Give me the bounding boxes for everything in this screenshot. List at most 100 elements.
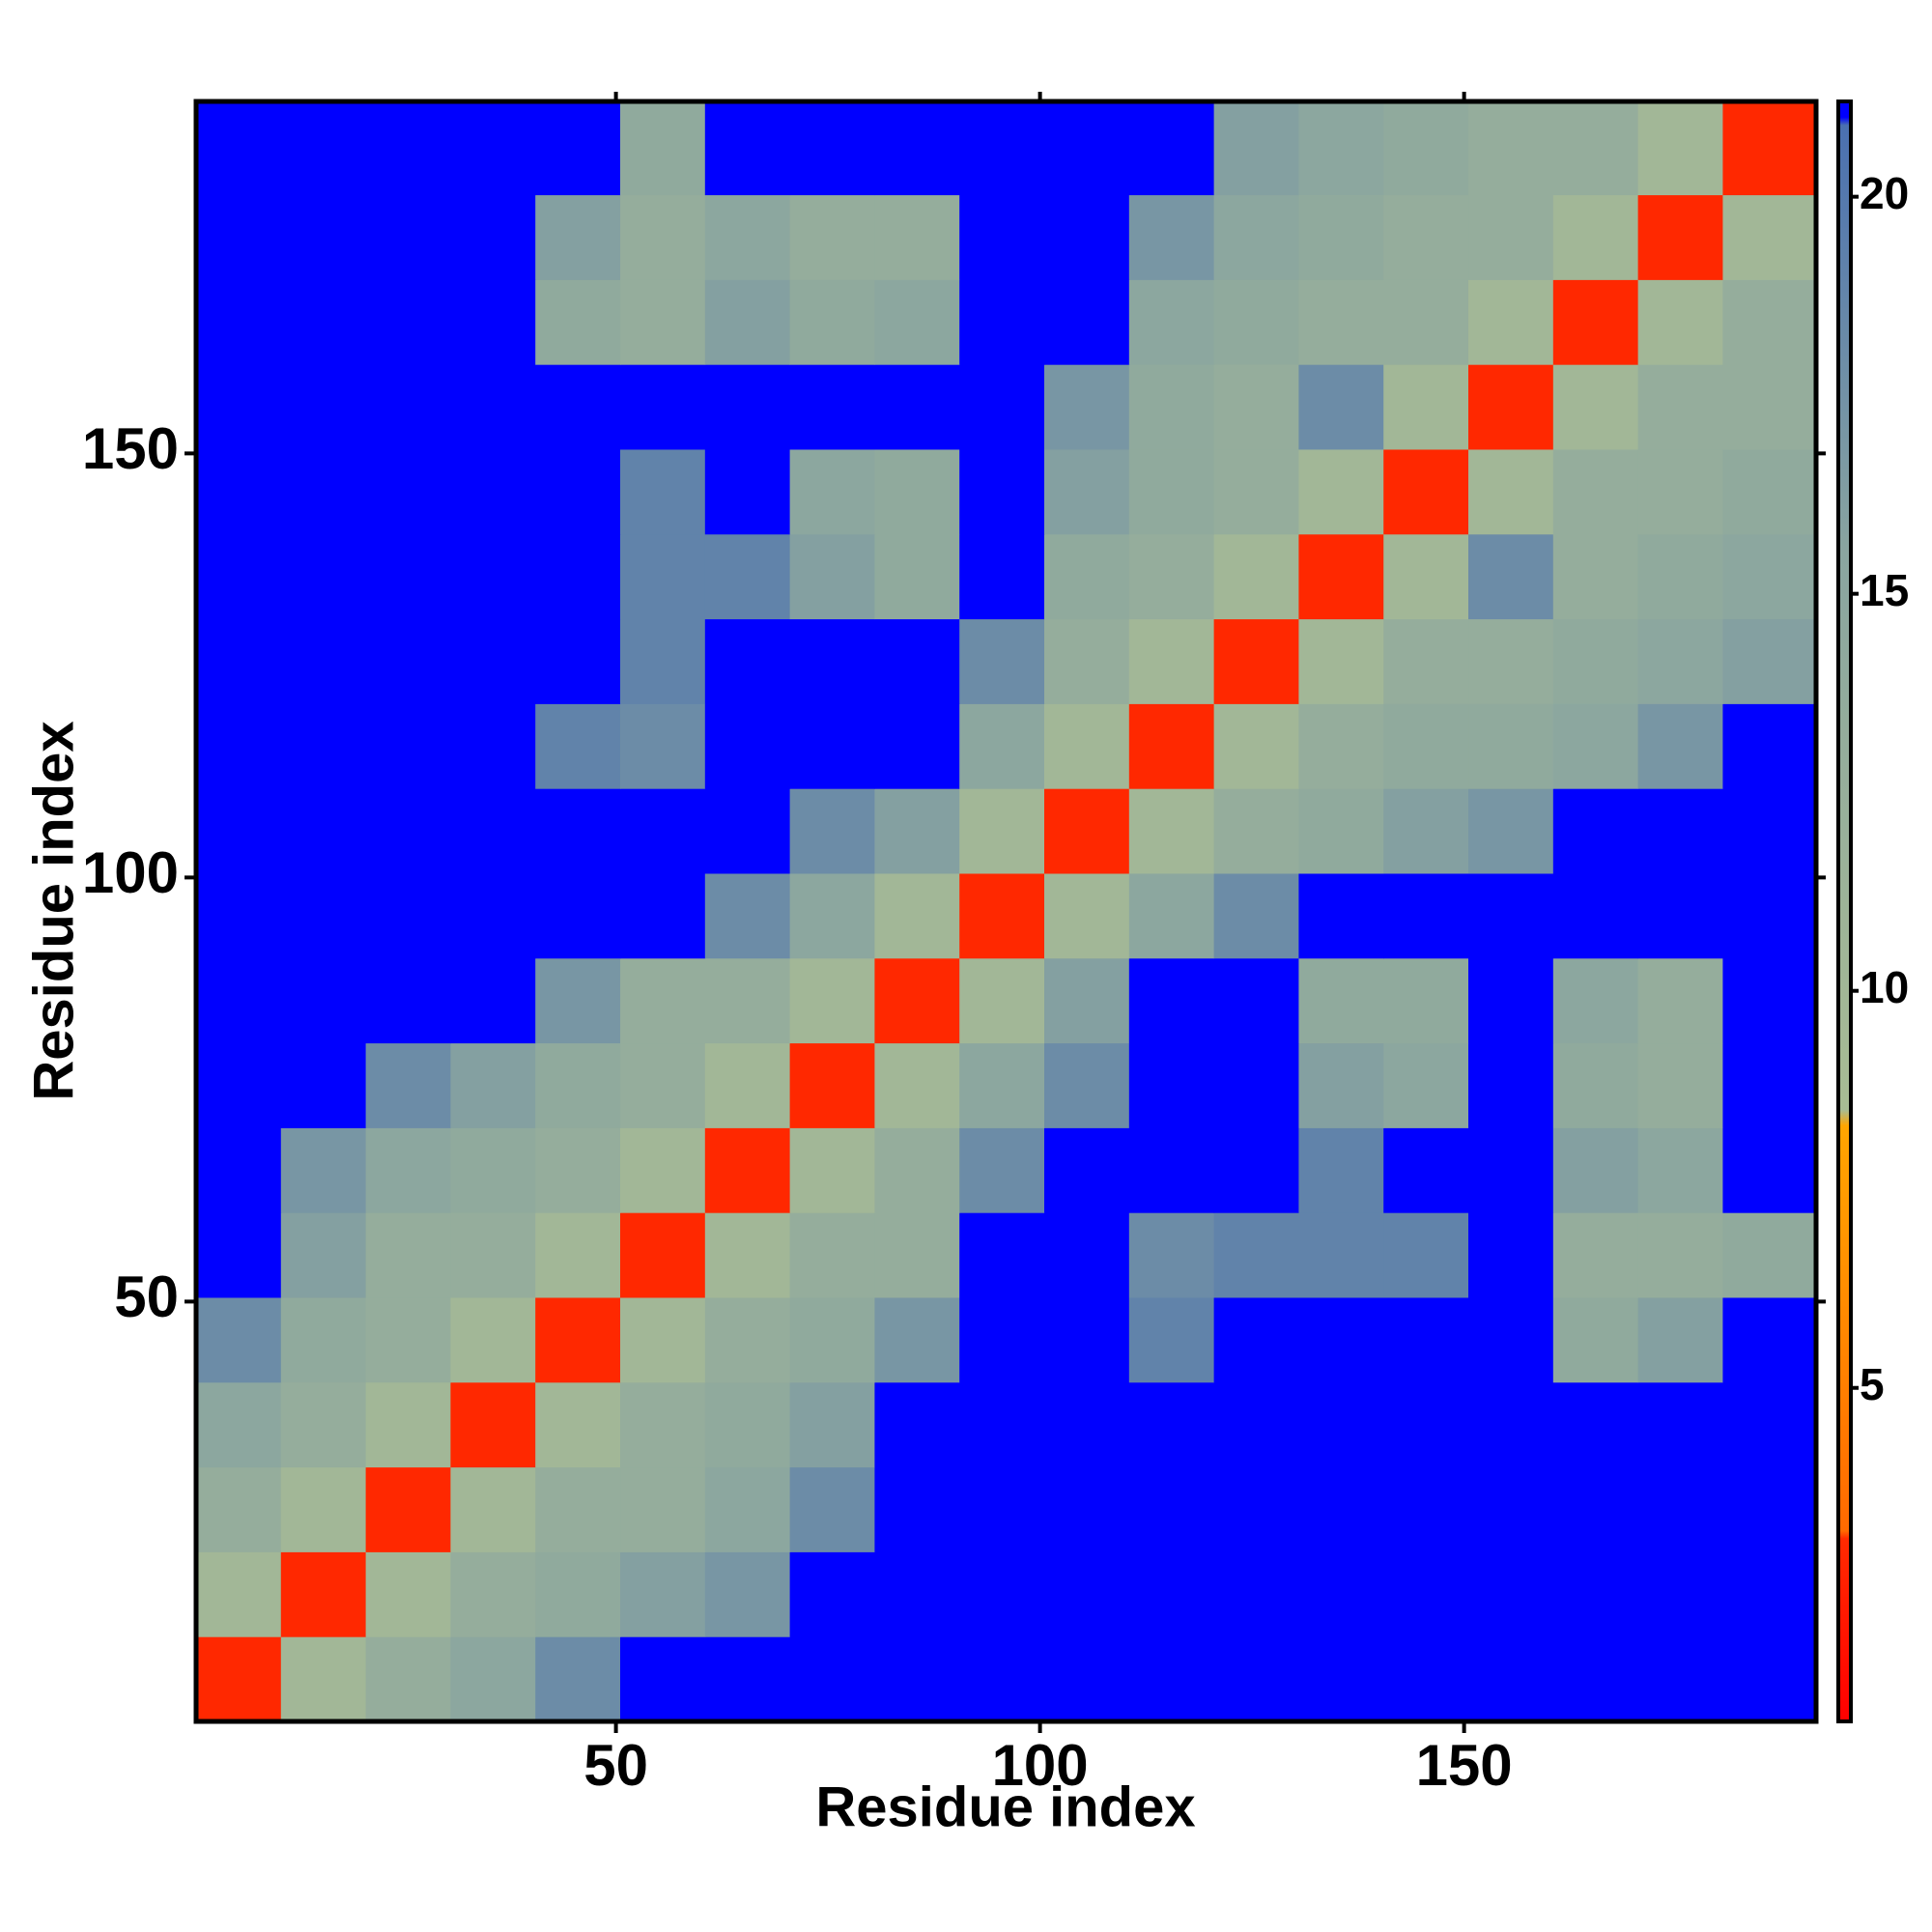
heat-cell (1213, 1551, 1299, 1637)
heat-cell (704, 1551, 791, 1637)
heat-cell (1637, 101, 1723, 196)
heat-cell (450, 101, 536, 196)
heat-cell (196, 1466, 282, 1552)
heat-cell (1383, 1551, 1469, 1637)
heat-cell (874, 872, 960, 959)
heat-cell (789, 1212, 875, 1298)
heat-cell (1128, 1212, 1215, 1298)
heat-cell (535, 448, 621, 535)
heat-cell (1044, 1296, 1130, 1383)
heat-cell (1213, 1381, 1299, 1468)
heat-cell (1637, 1636, 1723, 1722)
heat-cell (1637, 1296, 1723, 1383)
heat-cell (959, 1466, 1045, 1552)
heat-cell (280, 194, 367, 280)
heat-cell (789, 101, 875, 196)
heat-cell (874, 1042, 960, 1128)
heat-cell (620, 448, 706, 535)
heat-cell (280, 618, 367, 704)
heat-cell (959, 1212, 1045, 1298)
heat-cell (704, 448, 791, 535)
heat-cell (535, 1042, 621, 1128)
heat-cell (1298, 533, 1384, 620)
heat-cell (874, 788, 960, 874)
heat-cell (789, 703, 875, 789)
heat-cell (535, 1551, 621, 1637)
heat-cell (365, 1127, 451, 1213)
heat-cell (1298, 448, 1384, 535)
heat-cell (280, 788, 367, 874)
heat-cell (365, 448, 451, 535)
heat-cell (280, 1042, 367, 1128)
x-tick-label: 150 (1416, 1733, 1513, 1798)
colorbar-tick-label: 5 (1860, 1359, 1885, 1409)
heat-cell (1383, 1636, 1469, 1722)
heat-cell (365, 703, 451, 789)
heat-cell (620, 618, 706, 704)
heat-cell (1468, 1551, 1554, 1637)
heat-cell (365, 533, 451, 620)
heat-cell (704, 788, 791, 874)
heat-cell (1128, 1042, 1215, 1128)
heat-cell (959, 1636, 1045, 1722)
heat-cell (1552, 101, 1639, 196)
heat-cell (1044, 1636, 1130, 1722)
heat-cell (450, 1212, 536, 1298)
heat-cell (1637, 1466, 1723, 1552)
heat-cell (450, 618, 536, 704)
heat-cell (1468, 364, 1554, 450)
heat-cell (196, 872, 282, 959)
heat-cell (280, 1381, 367, 1468)
heat-cell (1213, 364, 1299, 450)
heat-cell (365, 1212, 451, 1298)
heat-cell (450, 1551, 536, 1637)
heat-cell (789, 279, 875, 365)
heat-cell (1383, 1381, 1469, 1468)
heat-cell (1128, 194, 1215, 280)
heat-cell (1383, 1212, 1469, 1298)
heat-cell (874, 1381, 960, 1468)
heat-cell (620, 101, 706, 196)
heat-cell (1722, 533, 1817, 620)
heat-cell (1383, 788, 1469, 874)
heat-cell (789, 788, 875, 874)
heat-cell (1128, 872, 1215, 959)
heat-cell (1637, 957, 1723, 1044)
heat-cell (365, 618, 451, 704)
heat-cell (959, 703, 1045, 789)
heat-cell (365, 1296, 451, 1383)
heat-cell (874, 1551, 960, 1637)
heat-cell (450, 533, 536, 620)
heat-cell (874, 101, 960, 196)
heat-cell (1552, 1551, 1639, 1637)
heat-cell (789, 448, 875, 535)
heat-cell (1128, 1296, 1215, 1383)
heat-cell (1468, 872, 1554, 959)
heat-cell (1383, 1296, 1469, 1383)
heat-cell (620, 1127, 706, 1213)
heat-cell (1044, 1042, 1130, 1128)
heat-cell (620, 957, 706, 1044)
heat-cell (704, 1127, 791, 1213)
heat-cell (1044, 703, 1130, 789)
heat-cell (450, 1636, 536, 1722)
heat-cell (365, 1381, 451, 1468)
heat-cell (280, 1212, 367, 1298)
heat-cell (1044, 364, 1130, 450)
heat-cell (1468, 1381, 1554, 1468)
heat-cell (1128, 1466, 1215, 1552)
heat-cell (1128, 957, 1215, 1044)
heat-cell (535, 1636, 621, 1722)
heat-cell (789, 957, 875, 1044)
heat-cell (704, 194, 791, 280)
heat-cell (1552, 279, 1639, 365)
heat-cell (196, 788, 282, 874)
heat-cell (365, 364, 451, 450)
heat-cell (1298, 194, 1384, 280)
heat-cell (620, 279, 706, 365)
heat-cell (450, 1381, 536, 1468)
heat-cell (450, 1042, 536, 1128)
heat-cell (1383, 448, 1469, 535)
heat-cell (1213, 101, 1299, 196)
heat-cell (959, 957, 1045, 1044)
